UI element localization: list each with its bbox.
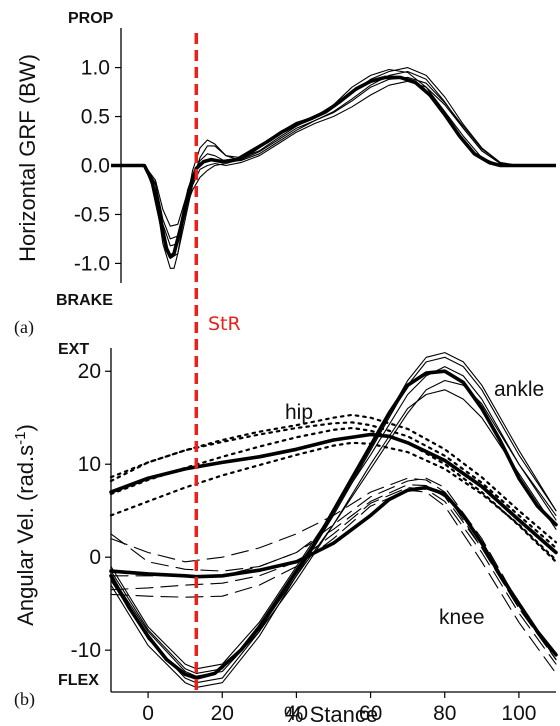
x-tick-label: 20: [211, 702, 234, 725]
ankle-trial-line: [110, 379, 557, 674]
flex-label: FLEX: [58, 672, 99, 689]
y-tick-label-a: -1.0: [74, 252, 110, 275]
grf-trial-line: [111, 80, 556, 260]
y-tick-label-a: 0.0: [81, 155, 110, 178]
y-tick-label-a: 0.5: [81, 106, 110, 129]
knee-trial-line: [110, 484, 557, 661]
hip-trial-line: [109, 426, 558, 563]
x-axis-label: % Stance: [284, 702, 378, 726]
grf-trial-line: [111, 76, 556, 240]
grf-lines: [111, 67, 556, 269]
knee-trial-line: [110, 489, 557, 674]
str-label: StR: [208, 313, 241, 335]
y-tick-label-a: -0.5: [74, 203, 110, 226]
hip-trial-line: [109, 413, 558, 544]
y-ticks-a: 1.0 0.5 0.0 -0.5 -1.0: [74, 57, 121, 275]
panel-b-label: (b): [14, 689, 35, 710]
hip-trial-line: [109, 421, 558, 549]
x-tick-label: 40: [285, 702, 308, 725]
grf-trial-line: [111, 70, 556, 227]
ankle-trial-line: [110, 366, 557, 670]
x-tick-label: 0: [142, 702, 154, 725]
grf-trial-line: [111, 68, 556, 269]
knee-trial-line: [110, 477, 557, 661]
y-axis-label-a: Horizontal GRF (BW): [15, 54, 40, 262]
ankle-trial-line: [110, 389, 557, 677]
y-tick-label-a: 1.0: [81, 57, 110, 80]
y-tick-label-b: 20: [78, 360, 101, 383]
angular-velocity-lines: [109, 352, 558, 688]
hip-mean-line: [109, 432, 558, 555]
hip-trial-line: [109, 441, 558, 562]
hip-label: hip: [285, 401, 313, 424]
knee-mean-line: [109, 485, 558, 657]
ankle-label: ankle: [494, 378, 544, 401]
panel-a: 1.0 0.5 0.0 -0.5 -1.0 PROP BRAKE (a) Horizon…: [14, 10, 556, 338]
y-tick-label-b: 0: [89, 546, 101, 569]
ankle-trial-line: [110, 356, 557, 688]
panel-a-label: (a): [14, 317, 34, 338]
y-axis-label-b: Angular Vel. (rad.s-1): [12, 424, 38, 626]
y-tick-label-b: 10: [78, 453, 101, 476]
x-tick-label: 60: [359, 702, 382, 725]
y-tick-label-b: -10: [71, 639, 101, 662]
x-tick-label: 100: [501, 702, 536, 725]
ext-label: EXT: [58, 341, 89, 358]
knee-label: knee: [439, 606, 485, 629]
brake-label: BRAKE: [56, 292, 113, 309]
prop-label: PROP: [68, 10, 114, 27]
knee-trial-line: [110, 486, 557, 665]
ankle-trial-line: [110, 352, 557, 684]
grf-trial-line: [111, 67, 556, 247]
x-tick-label: 80: [433, 702, 456, 725]
knee-trial-line: [110, 477, 557, 661]
